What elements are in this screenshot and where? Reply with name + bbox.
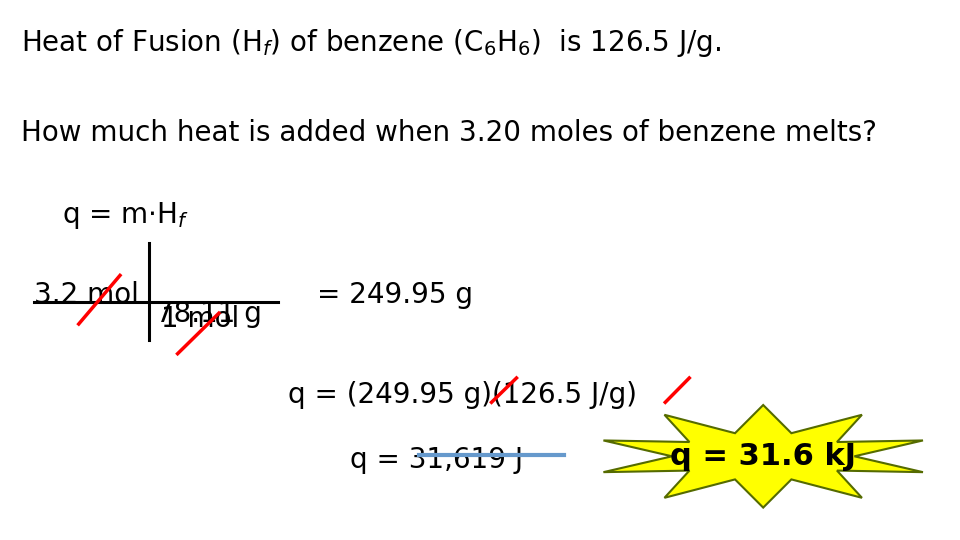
- Text: 3.2 mol: 3.2 mol: [34, 281, 138, 309]
- Text: q = 31,619 J: q = 31,619 J: [350, 446, 523, 474]
- Polygon shape: [604, 405, 923, 508]
- Text: q = m$\cdot$H$_f$: q = m$\cdot$H$_f$: [62, 200, 189, 231]
- Text: How much heat is added when 3.20 moles of benzene melts?: How much heat is added when 3.20 moles o…: [21, 119, 877, 147]
- Text: = 249.95 g: = 249.95 g: [317, 281, 472, 309]
- Text: q = 31.6 kJ: q = 31.6 kJ: [670, 442, 856, 471]
- Text: 78.11 g: 78.11 g: [156, 300, 261, 328]
- Text: Heat of Fusion (H$_f$) of benzene (C$_6$H$_6$)  is 126.5 J/g.: Heat of Fusion (H$_f$) of benzene (C$_6$…: [21, 27, 721, 59]
- Text: 1 mol: 1 mol: [161, 305, 240, 333]
- Text: q = (249.95 g)(126.5 J/g): q = (249.95 g)(126.5 J/g): [288, 381, 637, 409]
